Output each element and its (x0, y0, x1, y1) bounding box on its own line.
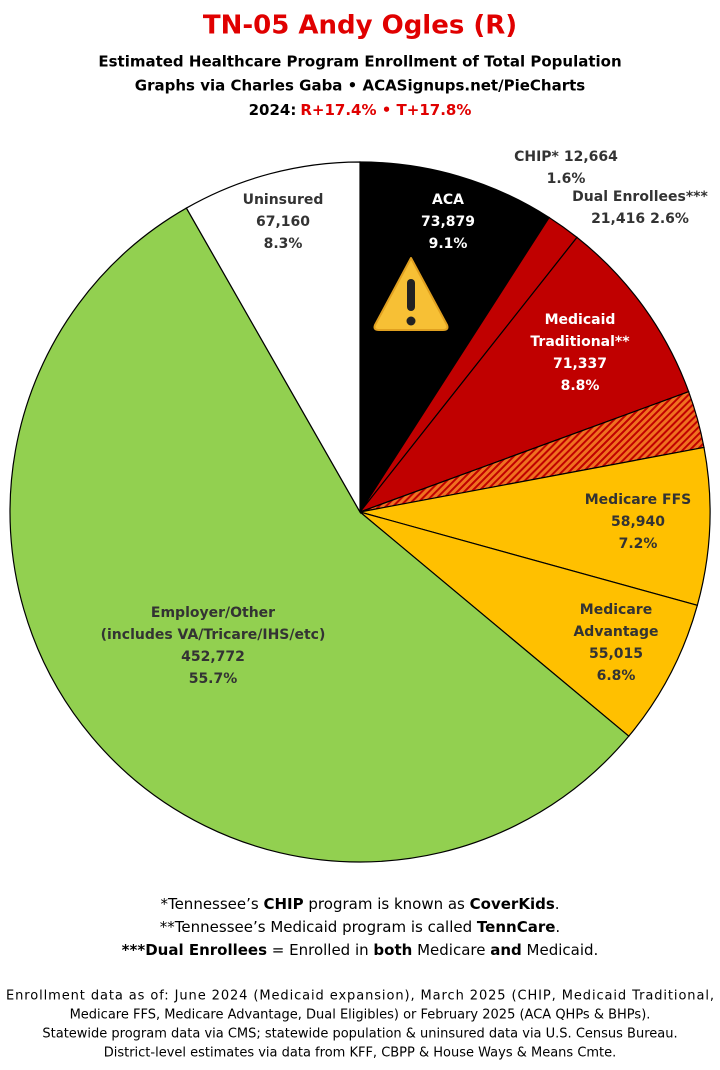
percent-label: 2.6% (650, 211, 689, 227)
footnote-part: Medicaid. (522, 941, 599, 959)
source-note: Enrollment data as of: June 2024 (Medica… (6, 989, 714, 1004)
chart-title: TN-05 Andy Ogles (R) (203, 11, 517, 41)
year-label: 2024: (249, 101, 297, 119)
value-label: 21,416 (591, 211, 645, 227)
footnote-part: TennCare (477, 918, 555, 936)
footnote-part: *Tennessee’s (160, 895, 263, 913)
source-note: Statewide program data via CMS; statewid… (42, 1027, 677, 1042)
value-label: 452,772 (181, 649, 245, 665)
footnote-part: . (555, 918, 560, 936)
slice-label: Medicare Advantage (573, 602, 658, 640)
footnote-part: = Enrolled in (267, 941, 373, 959)
pie-slice (359, 161, 550, 515)
footnote: *Tennessee’s CHIP program is known as Co… (160, 895, 559, 913)
subtitle: 2024: R+17.4% • T+17.8% (249, 101, 472, 119)
margins: R+17.4% • T+17.8% (300, 101, 471, 119)
footnote-part: Medicare (412, 941, 490, 959)
pie-slice (185, 161, 361, 515)
pie (9, 161, 711, 863)
source-note: Medicare FFS, Medicare Advantage, Dual E… (70, 1008, 651, 1023)
footnote: **Tennessee’s Medicaid program is called… (160, 918, 560, 936)
value-label: 71,337 (553, 356, 607, 372)
percent-label: 8.3% (264, 236, 303, 252)
value-label: 58,940 (611, 514, 665, 530)
percent-label: 8.8% (561, 378, 600, 394)
footnote-part: ***Dual Enrollees (122, 941, 267, 959)
warning-icon (373, 257, 449, 331)
slice-label: CHIP* (514, 149, 559, 165)
slice-label: Medicare FFS (585, 492, 691, 508)
subtitle: Estimated Healthcare Program Enrollment … (98, 53, 621, 71)
value-label: 67,160 (256, 214, 310, 230)
slice-label: Employer/Other (includes VA/Tricare/IHS/e… (101, 605, 326, 643)
pie-slice (358, 236, 690, 514)
percent-label: 9.1% (429, 236, 468, 252)
percent-label: 6.8% (597, 668, 636, 684)
source-note: District-level estimates via data from K… (104, 1046, 617, 1061)
footnote-part: program is known as (304, 895, 470, 913)
footnote-part: CoverKids (470, 895, 555, 913)
slice-label: Dual Enrollees*** (572, 189, 708, 205)
value-label: 73,879 (421, 214, 475, 230)
slice-label-line: 21,416 2.6% (591, 211, 689, 227)
pie-slice (359, 511, 699, 737)
percent-label: 55.7% (189, 671, 238, 687)
footnote-part: both (373, 941, 412, 959)
pie-slice (359, 446, 711, 607)
footnote: ***Dual Enrollees = Enrolled in both Med… (122, 941, 599, 959)
slice-label-line: CHIP* 12,664 (514, 149, 618, 165)
slice-label: Uninsured (243, 192, 324, 208)
pie-slice (9, 207, 630, 863)
slice-label: ACA (432, 192, 464, 208)
subtitle: Graphs via Charles Gaba • ACASignups.net… (135, 77, 585, 95)
footnote-part: . (555, 895, 560, 913)
value-label: 55,015 (589, 646, 643, 662)
footnote-part: **Tennessee’s Medicaid program is called (160, 918, 477, 936)
slice-label: Medicaid Traditional** (530, 312, 630, 350)
percent-label: 1.6% (547, 171, 586, 187)
percent-label: 7.2% (619, 536, 658, 552)
footnote-part: CHIP (264, 895, 304, 913)
footnote-part: and (490, 941, 522, 959)
value-label: 12,664 (564, 149, 618, 165)
